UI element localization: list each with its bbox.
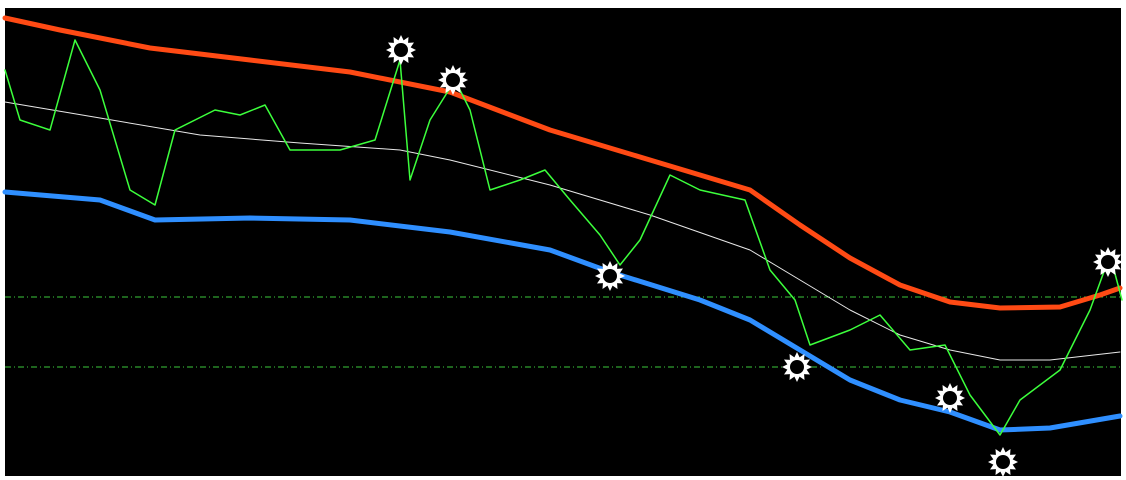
- signal-marker-center: [446, 73, 460, 87]
- signal-marker-center: [996, 455, 1010, 469]
- signal-marker-center: [394, 43, 408, 57]
- series-line: [2, 189, 1123, 433]
- series-line: [2, 15, 1123, 311]
- signal-marker-center: [1101, 255, 1115, 269]
- series-line: [4, 39, 1123, 436]
- signal-marker-center: [790, 360, 804, 374]
- signal-marker-center: [603, 269, 617, 283]
- signal-marker-center: [943, 391, 957, 405]
- series-line: [4, 101, 1121, 361]
